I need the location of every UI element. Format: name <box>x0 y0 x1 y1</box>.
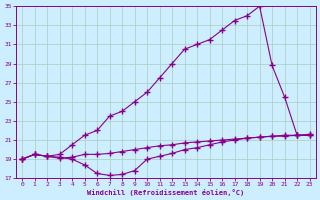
X-axis label: Windchill (Refroidissement éolien,°C): Windchill (Refroidissement éolien,°C) <box>87 189 244 196</box>
